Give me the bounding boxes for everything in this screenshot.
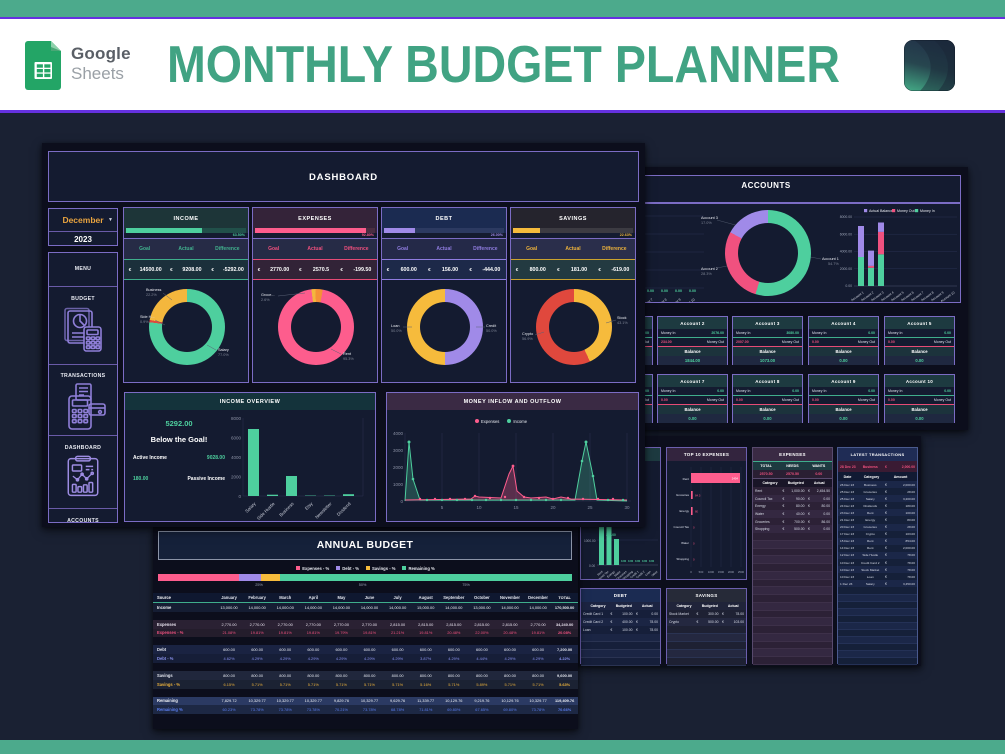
svg-text:Account 2: Account 2 xyxy=(701,267,718,271)
svg-text:1000.00: 1000.00 xyxy=(584,539,596,543)
svg-text:Dividend: Dividend xyxy=(336,501,352,517)
svg-text:2000: 2000 xyxy=(728,570,735,574)
svg-text:2454: 2454 xyxy=(732,477,739,481)
svg-text:Account 9: Account 9 xyxy=(930,290,944,302)
svg-text:4000.00: 4000.00 xyxy=(840,250,852,254)
svg-text:0.00: 0.00 xyxy=(647,289,654,293)
svg-text:80: 80 xyxy=(695,510,699,514)
svg-text:10: 10 xyxy=(476,505,482,510)
svg-text:4000: 4000 xyxy=(231,455,242,460)
svg-text:Account 4: Account 4 xyxy=(880,290,894,302)
svg-text:Side Hustle: Side Hustle xyxy=(256,501,276,520)
svg-text:Energy: Energy xyxy=(679,509,689,513)
svg-text:Money In: Money In xyxy=(920,209,935,213)
svg-text:0: 0 xyxy=(693,526,695,530)
svg-text:0.00: 0.00 xyxy=(649,559,655,563)
svg-text:0: 0 xyxy=(693,558,695,562)
svg-text:Water: Water xyxy=(613,570,621,578)
svg-text:0.00: 0.00 xyxy=(845,284,852,288)
svg-text:Business: Business xyxy=(278,501,295,518)
svg-text:2000: 2000 xyxy=(393,465,404,470)
svg-text:0: 0 xyxy=(400,499,403,504)
svg-text:0.00: 0.00 xyxy=(635,559,641,563)
svg-text:Water: Water xyxy=(681,541,689,545)
svg-text:Newsletter: Newsletter xyxy=(314,501,333,520)
svg-text:8000: 8000 xyxy=(231,416,242,421)
svg-text:4000: 4000 xyxy=(393,431,404,436)
svg-text:Credit 2: Credit 2 xyxy=(635,569,646,579)
svg-text:54.7%: 54.7% xyxy=(828,262,839,266)
svg-text:Account 10: Account 10 xyxy=(679,297,695,302)
svg-text:Credit 1: Credit 1 xyxy=(629,569,640,579)
svg-text:Account 1: Account 1 xyxy=(850,290,864,302)
svg-text:Account 3: Account 3 xyxy=(870,290,884,302)
svg-text:0.00: 0.00 xyxy=(589,564,595,568)
svg-text:1500: 1500 xyxy=(718,570,725,574)
svg-text:Shopping: Shopping xyxy=(622,569,634,579)
svg-text:Groceries: Groceries xyxy=(676,493,690,497)
svg-text:15: 15 xyxy=(513,505,519,510)
svg-text:Account 5: Account 5 xyxy=(890,290,904,302)
svg-text:0: 0 xyxy=(690,570,692,574)
svg-text:0: 0 xyxy=(693,542,695,546)
svg-text:Salary: Salary xyxy=(244,501,257,514)
svg-text:Account 7: Account 7 xyxy=(910,290,924,302)
svg-text:25: 25 xyxy=(587,505,593,510)
svg-text:Account 1: Account 1 xyxy=(822,257,839,261)
svg-text:6000: 6000 xyxy=(231,436,242,441)
svg-text:8000.00: 8000.00 xyxy=(840,215,852,219)
svg-text:500: 500 xyxy=(699,570,704,574)
svg-text:2000: 2000 xyxy=(231,475,242,480)
svg-text:Energy: Energy xyxy=(606,569,616,578)
svg-text:0.00: 0.00 xyxy=(642,559,648,563)
svg-text:2000.00: 2000.00 xyxy=(840,267,852,271)
svg-text:2500: 2500 xyxy=(738,570,745,574)
svg-text:Rent: Rent xyxy=(596,570,603,577)
svg-text:Account 8: Account 8 xyxy=(920,290,934,302)
svg-text:3000: 3000 xyxy=(393,448,404,453)
svg-text:Groceries: Groceries xyxy=(615,569,628,579)
svg-text:Account 9: Account 9 xyxy=(667,297,682,302)
svg-text:Account 10: Account 10 xyxy=(940,290,956,302)
svg-text:0: 0 xyxy=(238,494,241,499)
svg-text:0.00: 0.00 xyxy=(621,559,627,563)
svg-text:0.00: 0.00 xyxy=(675,289,682,293)
svg-text:1000: 1000 xyxy=(393,482,404,487)
svg-text:6000.00: 6000.00 xyxy=(840,232,852,236)
svg-text:Account 6: Account 6 xyxy=(900,290,914,302)
svg-text:Rent: Rent xyxy=(683,477,690,481)
svg-text:Actual Balance: Actual Balance xyxy=(869,209,893,213)
svg-text:28.3%: 28.3% xyxy=(701,272,712,276)
svg-text:30: 30 xyxy=(624,505,630,510)
svg-text:0.00: 0.00 xyxy=(661,289,668,293)
svg-text:Other: Other xyxy=(651,570,659,578)
svg-text:5: 5 xyxy=(441,505,444,510)
svg-text:0.00: 0.00 xyxy=(689,289,696,293)
svg-text:Loan: Loan xyxy=(644,569,652,576)
svg-text:20: 20 xyxy=(550,505,556,510)
svg-text:1000: 1000 xyxy=(708,570,715,574)
svg-text:Council Tax: Council Tax xyxy=(674,525,690,529)
svg-text:Etsy: Etsy xyxy=(304,501,314,511)
svg-text:Money Out: Money Out xyxy=(897,209,915,213)
svg-text:Account 2: Account 2 xyxy=(860,290,874,302)
svg-text:Account 3: Account 3 xyxy=(701,216,718,220)
svg-text:Shopping: Shopping xyxy=(676,557,689,561)
svg-text:17.0%: 17.0% xyxy=(701,221,712,225)
svg-text:373.00: 373.00 xyxy=(606,533,616,537)
svg-text:0.00: 0.00 xyxy=(628,559,634,563)
svg-text:Account 8: Account 8 xyxy=(653,297,668,302)
svg-text:84.5: 84.5 xyxy=(695,494,701,498)
